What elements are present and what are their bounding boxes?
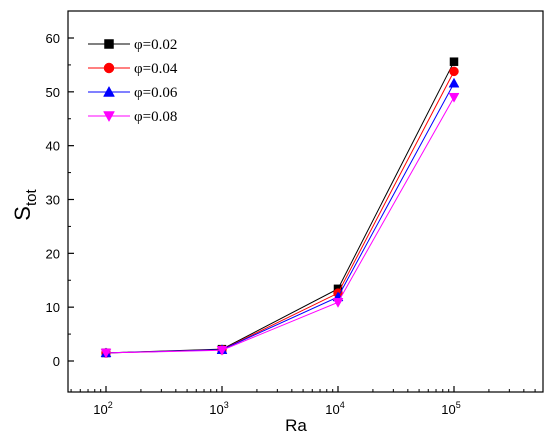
legend-label: φ=0.02 xyxy=(134,37,177,53)
legend-label: φ=0.06 xyxy=(134,85,178,101)
series-4 xyxy=(100,92,460,359)
y-tick-label: 10 xyxy=(46,300,60,315)
legend-marker xyxy=(104,39,114,49)
data-point xyxy=(449,66,459,77)
legend: φ=0.02 φ=0.04 φ=0.06 φ=0.08 xyxy=(88,37,178,125)
legend-item: φ=0.06 xyxy=(88,85,178,101)
data-point xyxy=(216,345,228,356)
y-tick-label: 40 xyxy=(46,139,60,154)
series-line xyxy=(105,96,455,354)
y-tick-label: 20 xyxy=(46,246,60,261)
series-1 xyxy=(101,57,459,358)
data-point xyxy=(448,92,460,103)
x-axis-label: Ra xyxy=(285,416,307,435)
y-axis-label: Stot xyxy=(10,188,40,220)
y-tick-label: 60 xyxy=(46,31,60,46)
legend-label: φ=0.04 xyxy=(134,61,178,77)
x-tick-label: 102 xyxy=(93,400,112,417)
x-tick-label: 104 xyxy=(325,400,344,417)
legend-item: φ=0.02 xyxy=(88,37,177,53)
series-line xyxy=(105,61,455,354)
x-tick-label: 103 xyxy=(209,400,228,417)
legend-item: φ=0.04 xyxy=(88,61,178,77)
data-point xyxy=(100,348,112,359)
legend-marker xyxy=(103,62,115,74)
y-tick-label: 30 xyxy=(46,193,60,208)
data-point xyxy=(332,298,344,308)
y-tick-label: 50 xyxy=(46,85,60,100)
legend-item: φ=0.08 xyxy=(88,109,177,125)
data-point xyxy=(448,77,460,88)
y-tick-label: 0 xyxy=(53,354,60,369)
legend-label: φ=0.08 xyxy=(134,109,177,125)
data-point xyxy=(449,57,459,66)
legend-marker xyxy=(103,111,115,123)
x-tick-label: 105 xyxy=(441,400,460,417)
plot-frame xyxy=(67,10,544,393)
legend-marker xyxy=(103,85,115,97)
